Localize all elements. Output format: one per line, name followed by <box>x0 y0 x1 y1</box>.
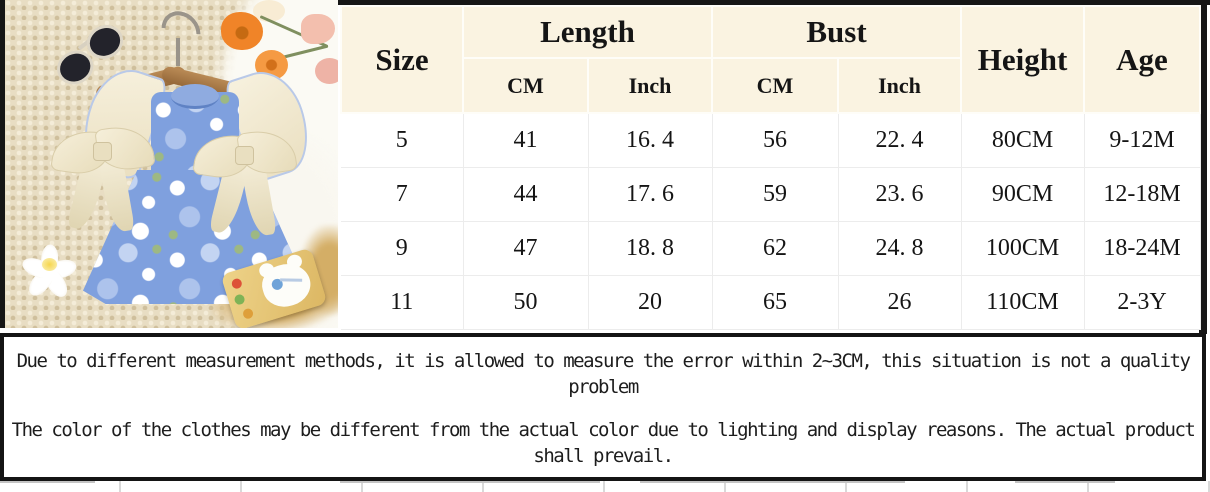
cell-bust-inch: 22. 4 <box>837 112 962 168</box>
size-chart-table: Size Length Bust Height Age CM Inch CM I… <box>340 5 1201 330</box>
header-bust-inch: Inch <box>837 57 962 114</box>
header-row-groups: Size Length Bust Height Age <box>340 5 1201 114</box>
header-length-cm: CM <box>462 57 589 114</box>
cell-height: 100CM <box>960 220 1085 276</box>
header-size: Size <box>340 5 464 114</box>
cell-length-cm: 41 <box>462 112 589 168</box>
plumeria-flower <box>19 242 81 301</box>
measurement-note: Due to different measurement methods, it… <box>4 337 1202 400</box>
cell-length-inch: 17. 6 <box>587 166 713 222</box>
cell-size: 5 <box>341 112 464 168</box>
header-length: Length <box>462 5 713 59</box>
cell-age: 9-12M <box>1083 112 1201 168</box>
cell-height: 80CM <box>960 112 1085 168</box>
cell-age: 18-24M <box>1083 220 1201 276</box>
cell-bust-cm: 62 <box>711 220 839 276</box>
cell-size: 7 <box>341 166 464 222</box>
cell-length-cm: 47 <box>462 220 589 276</box>
cell-length-inch: 20 <box>587 274 713 330</box>
measurement-note-line2: problem <box>568 376 639 398</box>
color-note-line2: shall prevail. <box>533 445 674 467</box>
pink-flower <box>315 58 338 84</box>
table-row: 11 50 20 65 26 110CM 2-3Y <box>341 274 1201 330</box>
hanger-hook <box>176 38 180 66</box>
cell-size: 9 <box>341 220 464 276</box>
dress-bow <box>192 126 298 240</box>
orange-flower <box>221 12 263 50</box>
color-note-line1: The color of the clothes may be differen… <box>11 419 1196 441</box>
color-note: The color of the clothes may be differen… <box>4 400 1202 469</box>
cell-bust-cm: 56 <box>711 112 839 168</box>
top-border <box>0 0 1210 5</box>
notes-box: Due to different measurement methods, it… <box>0 333 1206 481</box>
measurement-note-line1: Due to different measurement methods, it… <box>16 350 1191 372</box>
next-table-edge <box>0 481 1210 492</box>
header-bust-cm: CM <box>711 57 839 114</box>
cell-length-inch: 18. 8 <box>587 220 713 276</box>
header-length-inch: Inch <box>587 57 713 114</box>
cell-bust-cm: 59 <box>711 166 839 222</box>
cell-height: 90CM <box>960 166 1085 222</box>
header-age: Age <box>1083 5 1201 114</box>
cell-bust-inch: 23. 6 <box>837 166 962 222</box>
header-row-units: CM Inch CM Inch <box>341 57 1200 114</box>
dress-neckline <box>171 84 219 109</box>
right-border <box>1199 0 1207 334</box>
product-photo <box>0 0 338 328</box>
cell-bust-inch: 24. 8 <box>837 220 962 276</box>
table-row: 7 44 17. 6 59 23. 6 90CM 12-18M <box>341 166 1201 222</box>
cell-length-cm: 44 <box>462 166 589 222</box>
cell-age: 2-3Y <box>1083 274 1201 330</box>
cell-bust-cm: 65 <box>711 274 839 330</box>
bear-illustration <box>257 258 316 313</box>
cell-length-cm: 50 <box>462 274 589 330</box>
table-row: 9 47 18. 8 62 24. 8 100CM 18-24M <box>341 220 1201 276</box>
cell-age: 12-18M <box>1083 166 1201 222</box>
dress-bow <box>50 122 156 236</box>
header-bust: Bust <box>711 5 962 59</box>
cell-bust-inch: 26 <box>837 274 962 330</box>
header-height: Height <box>960 5 1085 114</box>
table-row: 5 41 16. 4 56 22. 4 80CM 9-12M <box>341 112 1201 168</box>
cell-height: 110CM <box>960 274 1085 330</box>
cell-size: 11 <box>341 274 464 330</box>
pink-flower <box>301 14 335 44</box>
cell-length-inch: 16. 4 <box>587 112 713 168</box>
